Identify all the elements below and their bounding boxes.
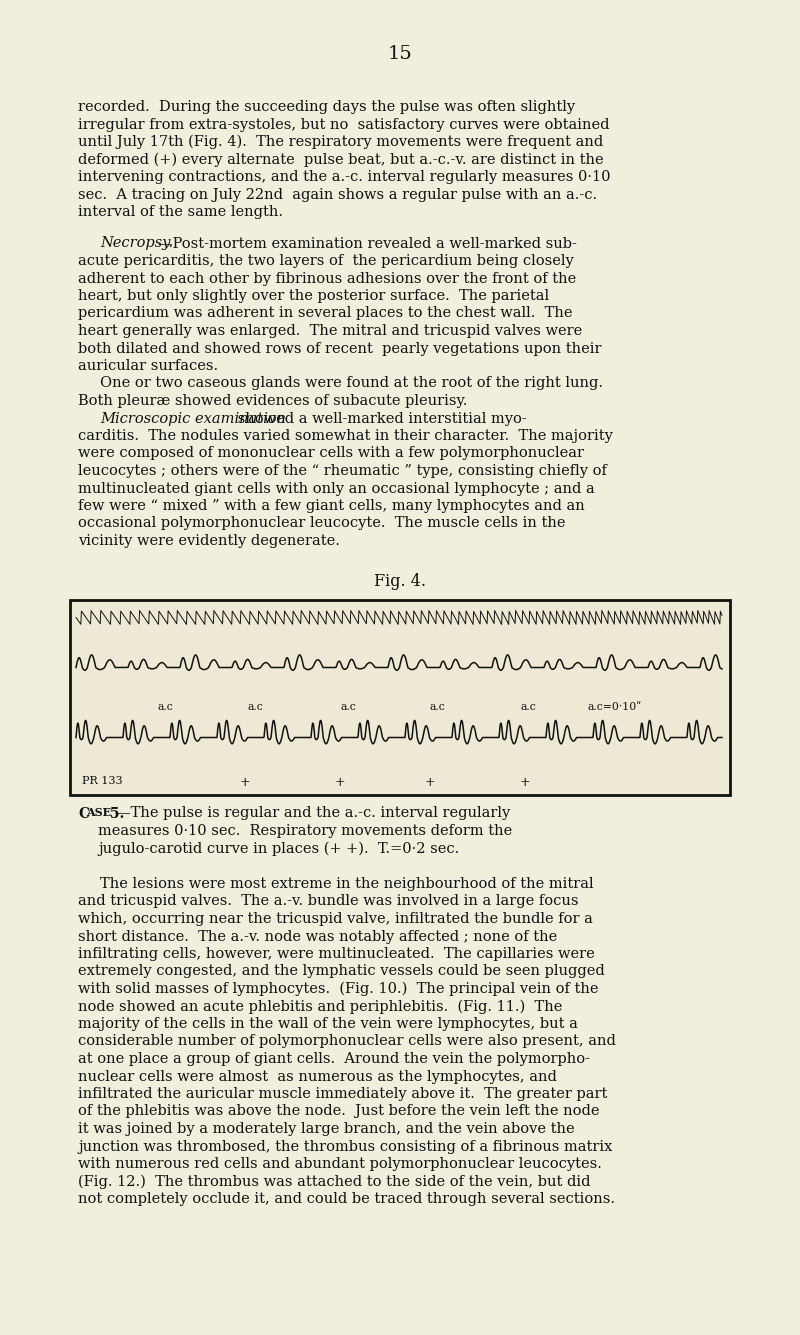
Text: it was joined by a moderately large branch, and the vein above the: it was joined by a moderately large bran… (78, 1121, 574, 1136)
Text: occasional polymorphonuclear leucocyte.  The muscle cells in the: occasional polymorphonuclear leucocyte. … (78, 517, 566, 530)
Text: extremely congested, and the lymphatic vessels could be seen plugged: extremely congested, and the lymphatic v… (78, 964, 605, 979)
Text: short distance.  The a.-v. node was notably affected ; none of the: short distance. The a.-v. node was notab… (78, 929, 558, 944)
Text: Both pleuræ showed evidences of subacute pleurisy.: Both pleuræ showed evidences of subacute… (78, 394, 467, 409)
Text: pericardium was adherent in several places to the chest wall.  The: pericardium was adherent in several plac… (78, 307, 573, 320)
Text: adherent to each other by fibrinous adhesions over the front of the: adherent to each other by fibrinous adhe… (78, 271, 576, 286)
Text: C: C (78, 806, 89, 821)
Text: intervening contractions, and the a.-c. interval regularly measures 0·10: intervening contractions, and the a.-c. … (78, 170, 610, 184)
Text: multinucleated giant cells with only an occasional lymphocyte ; and a: multinucleated giant cells with only an … (78, 482, 594, 495)
Text: were composed of mononuclear cells with a few polymorphonuclear: were composed of mononuclear cells with … (78, 446, 584, 461)
Text: 5.: 5. (105, 806, 124, 821)
Text: a.c: a.c (429, 702, 445, 713)
Text: at one place a group of giant cells.  Around the vein the polymorpho-: at one place a group of giant cells. Aro… (78, 1052, 590, 1067)
Text: auricular surfaces.: auricular surfaces. (78, 359, 218, 372)
Text: a.c: a.c (340, 702, 356, 713)
Text: jugulo-carotid curve in places (+ +).  T.=0·2 sec.: jugulo-carotid curve in places (+ +). T.… (98, 841, 459, 856)
Text: Microscopic examination: Microscopic examination (100, 411, 286, 426)
Text: One or two caseous glands were found at the root of the right lung.: One or two caseous glands were found at … (100, 376, 603, 391)
Text: until July 17th (Fig. 4).  The respiratory movements were frequent and: until July 17th (Fig. 4). The respirator… (78, 135, 603, 150)
Text: both dilated and showed rows of recent  pearly vegetations upon their: both dilated and showed rows of recent p… (78, 342, 602, 355)
Text: heart, but only slightly over the posterior surface.  The parietal: heart, but only slightly over the poster… (78, 288, 549, 303)
Text: leucocytes ; others were of the “ rheumatic ” type, consisting chiefly of: leucocytes ; others were of the “ rheuma… (78, 465, 607, 478)
Text: heart generally was enlarged.  The mitral and tricuspid valves were: heart generally was enlarged. The mitral… (78, 324, 582, 338)
Text: +: + (520, 777, 530, 789)
Text: deformed (+) every alternate  pulse beat, but a.-c.-v. are distinct in the: deformed (+) every alternate pulse beat,… (78, 152, 604, 167)
Text: a.c=0·10ʺ: a.c=0·10ʺ (588, 702, 642, 713)
Text: measures 0·10 sec.  Respiratory movements deform the: measures 0·10 sec. Respiratory movements… (98, 824, 512, 838)
Text: vicinity were evidently degenerate.: vicinity were evidently degenerate. (78, 534, 340, 547)
Text: junction was thrombosed, the thrombus consisting of a fibrinous matrix: junction was thrombosed, the thrombus co… (78, 1140, 612, 1153)
Text: The lesions were most extreme in the neighbourhood of the mitral: The lesions were most extreme in the nei… (100, 877, 594, 890)
Text: infiltrated the auricular muscle immediately above it.  The greater part: infiltrated the auricular muscle immedia… (78, 1087, 607, 1101)
Text: acute pericarditis, the two layers of  the pericardium being closely: acute pericarditis, the two layers of th… (78, 254, 574, 268)
Text: recorded.  During the succeeding days the pulse was often slightly: recorded. During the succeeding days the… (78, 100, 575, 113)
Text: and tricuspid valves.  The a.-v. bundle was involved in a large focus: and tricuspid valves. The a.-v. bundle w… (78, 894, 578, 909)
Text: of the phlebitis was above the node.  Just before the vein left the node: of the phlebitis was above the node. Jus… (78, 1104, 599, 1119)
Text: interval of the same length.: interval of the same length. (78, 206, 283, 219)
Text: irregular from extra-systoles, but no  satisfactory curves were obtained: irregular from extra-systoles, but no sa… (78, 117, 610, 132)
Text: PR 133: PR 133 (82, 777, 122, 786)
Text: +: + (425, 777, 435, 789)
Text: +: + (240, 777, 250, 789)
Text: infiltrating cells, however, were multinucleated.  The capillaries were: infiltrating cells, however, were multin… (78, 947, 594, 961)
Text: ASE: ASE (86, 806, 111, 817)
Text: which, occurring near the tricuspid valve, infiltrated the bundle for a: which, occurring near the tricuspid valv… (78, 912, 593, 926)
Text: —Post-mortem examination revealed a well-marked sub-: —Post-mortem examination revealed a well… (158, 236, 577, 251)
Text: not completely occlude it, and could be traced through several sections.: not completely occlude it, and could be … (78, 1192, 615, 1206)
Text: a.c: a.c (520, 702, 536, 713)
Text: with numerous red cells and abundant polymorphonuclear leucocytes.: with numerous red cells and abundant pol… (78, 1157, 602, 1171)
Text: majority of the cells in the wall of the vein were lymphocytes, but a: majority of the cells in the wall of the… (78, 1017, 578, 1031)
Text: showed a well-marked interstitial myo-: showed a well-marked interstitial myo- (233, 411, 526, 426)
Text: —The pulse is regular and the a.-c. interval regularly: —The pulse is regular and the a.-c. inte… (116, 806, 510, 821)
Text: a.c: a.c (247, 702, 263, 713)
Text: 15: 15 (388, 45, 412, 63)
Text: node showed an acute phlebitis and periphlebitis.  (Fig. 11.)  The: node showed an acute phlebitis and perip… (78, 1000, 562, 1013)
Text: considerable number of polymorphonuclear cells were also present, and: considerable number of polymorphonuclear… (78, 1035, 616, 1048)
Text: +: + (334, 777, 346, 789)
Text: nuclear cells were almost  as numerous as the lymphocytes, and: nuclear cells were almost as numerous as… (78, 1069, 557, 1084)
Bar (70, 599, 730, 794)
Text: sec.  A tracing on July 22nd  again shows a regular pulse with an a.-c.: sec. A tracing on July 22nd again shows … (78, 187, 597, 202)
Text: (Fig. 12.)  The thrombus was attached to the side of the vein, but did: (Fig. 12.) The thrombus was attached to … (78, 1175, 590, 1189)
Text: few were “ mixed ” with a few giant cells, many lymphocytes and an: few were “ mixed ” with a few giant cell… (78, 499, 585, 513)
Text: Necropsy.: Necropsy. (100, 236, 173, 251)
Text: carditis.  The nodules varied somewhat in their character.  The majority: carditis. The nodules varied somewhat in… (78, 429, 613, 443)
Text: Fig. 4.: Fig. 4. (374, 574, 426, 590)
Text: with solid masses of lymphocytes.  (Fig. 10.)  The principal vein of the: with solid masses of lymphocytes. (Fig. … (78, 983, 598, 996)
Text: a.c: a.c (157, 702, 173, 713)
